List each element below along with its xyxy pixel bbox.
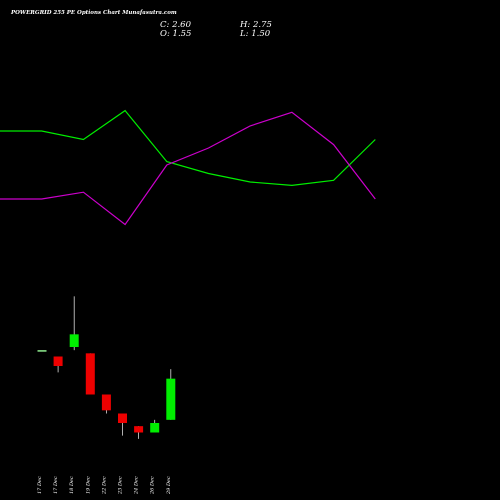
x-tick-label: 22 Dec (101, 476, 107, 495)
chart-title: POWERGRID 255 PE Options Chart Munafasut… (11, 10, 177, 16)
x-tick-label: 24 Dec (134, 476, 140, 495)
x-tick-label: 23 Dec (118, 476, 124, 495)
low-value: L: 1.50 (240, 29, 271, 39)
high-value: H: 2.75 (240, 20, 272, 30)
indicator-line-2 (0, 111, 376, 226)
candle-body-down (37, 350, 47, 352)
x-tick-label: 17 Dec (37, 476, 43, 494)
candle-body-down (118, 413, 127, 423)
candle-body-down (85, 353, 95, 395)
candle-body-up (166, 378, 176, 420)
x-tick-label: 17 Dec (53, 476, 59, 494)
indicator-line-1 (0, 109, 376, 187)
open-value: O: 1.55 (160, 29, 192, 39)
candle-body-down (53, 356, 63, 366)
x-tick-label: 19 Dec (85, 476, 91, 494)
candle-body-down (101, 394, 111, 411)
candle-body-down (134, 426, 144, 433)
x-tick-label: 29 Dec (166, 476, 172, 495)
close-value: C: 2.60 (160, 20, 191, 30)
candle-body-up (150, 423, 160, 433)
x-tick-label: 18 Dec (69, 476, 75, 494)
candle-body-up (69, 334, 79, 347)
x-tick-label: 26 Dec (150, 476, 156, 495)
